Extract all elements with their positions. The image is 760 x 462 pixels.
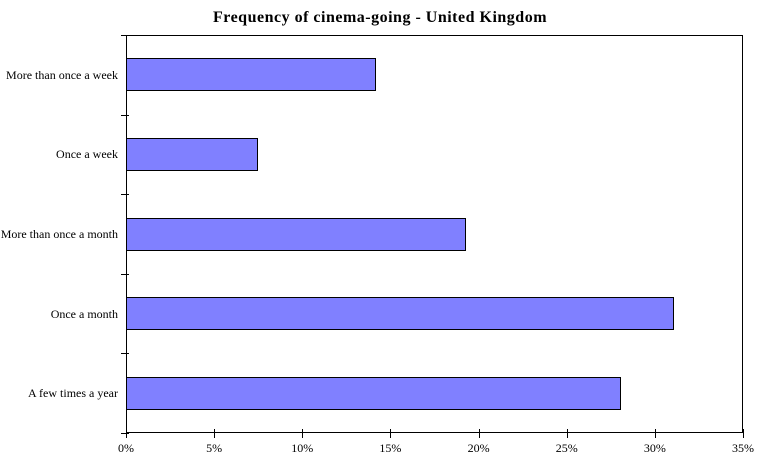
x-axis-tick-label: 15%: [379, 441, 402, 455]
category-label: A few times a year: [28, 386, 118, 401]
x-axis-tick: [566, 429, 568, 438]
bar-once-a-week: [126, 137, 259, 171]
y-axis-tick: [121, 35, 129, 36]
y-axis-tick: [121, 273, 129, 275]
y-axis-tick: [121, 194, 129, 196]
x-axis-tick-label: 0%: [118, 441, 134, 455]
y-axis-tick: [121, 353, 129, 355]
x-axis-tick-label: 20%: [467, 441, 490, 455]
bar-a-few-times-a-year: [126, 376, 622, 410]
x-axis-tick-label: 5%: [206, 441, 223, 455]
bar-more-than-once-a-month: [126, 217, 467, 251]
x-axis-tick: [478, 429, 480, 438]
x-axis-tick-label: 25%: [555, 441, 578, 455]
category-label: Once a week: [56, 147, 118, 162]
x-axis-tick: [743, 429, 744, 438]
x-axis-tick: [214, 429, 216, 438]
x-axis-tick-label: 10%: [291, 441, 314, 455]
bar-more-than-once-a-week: [126, 58, 377, 92]
x-axis-tick: [654, 429, 656, 438]
x-axis-tick: [126, 429, 127, 438]
x-axis-tick: [302, 429, 304, 438]
category-label: More than once a week: [6, 67, 118, 82]
category-label: More than once a month: [0, 227, 118, 241]
x-axis-tick-label: 35%: [732, 441, 754, 455]
category-label: Once a month: [50, 306, 118, 321]
x-axis-tick: [390, 429, 392, 438]
y-axis-tick: [121, 114, 129, 116]
chart-title: Frequency of cinema-going - United Kingd…: [212, 9, 548, 26]
x-axis-tick-label: 30%: [643, 441, 666, 455]
y-axis-tick: [121, 433, 129, 434]
bar-once-a-month: [126, 297, 675, 331]
